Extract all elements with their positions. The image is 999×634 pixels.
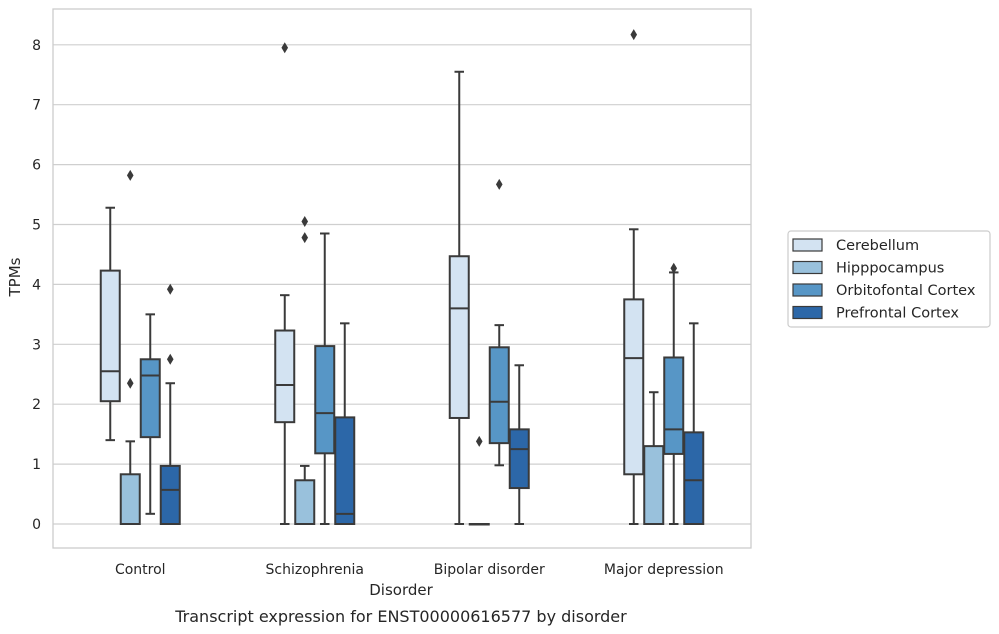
- box-2-2: [488, 178, 510, 467]
- legend-swatch: [792, 260, 823, 275]
- box-body: [683, 431, 705, 525]
- box-0-2: [448, 70, 470, 525]
- x-axis-label: Disorder: [369, 581, 433, 599]
- outlier-point: [670, 262, 678, 274]
- box-body: [488, 346, 510, 445]
- y-tick-label: 7: [32, 98, 41, 114]
- y-axis-label: TPMs: [6, 257, 24, 297]
- box-2-3: [663, 262, 685, 525]
- x-tick-label: Bipolar disorder: [434, 562, 545, 578]
- figure-caption: Transcript expression for ENST0000061657…: [174, 607, 627, 626]
- box-body: [274, 329, 296, 424]
- box-1-2: [468, 435, 490, 526]
- plot-frame: [52, 8, 752, 549]
- box-body: [314, 345, 336, 455]
- y-tick-labels: 0 1 2 3 4 5 6 7 8: [32, 38, 41, 533]
- box-3-2: [508, 364, 530, 525]
- x-tick-label: Major depression: [604, 562, 724, 578]
- box-body: [334, 416, 356, 525]
- outlier-point: [301, 216, 309, 228]
- outlier-point: [495, 178, 503, 190]
- box-body: [139, 358, 161, 439]
- box-3-3: [683, 322, 705, 525]
- outlier-point: [126, 169, 134, 181]
- legend-swatch: [792, 305, 823, 320]
- box-body: [119, 473, 141, 525]
- box-layer: [99, 29, 705, 526]
- y-tick-label: 6: [32, 158, 41, 174]
- outlier-point: [126, 377, 134, 389]
- legend-frame: [787, 230, 991, 328]
- legend-swatch: [792, 238, 823, 252]
- box-body: [643, 445, 665, 526]
- outlier-point: [166, 283, 174, 295]
- box-body: [623, 298, 645, 476]
- box-1-3: [643, 391, 665, 526]
- box-2-1: [314, 232, 336, 525]
- x-tick-labels: Control Schizophrenia Bipolar disorder Majo…: [115, 562, 724, 578]
- box-body: [159, 464, 181, 526]
- box-0-1: [274, 42, 296, 525]
- outlier-point: [166, 353, 174, 365]
- box-0-3: [623, 29, 645, 525]
- legend-swatch: [792, 283, 823, 297]
- y-tick-label: 0: [32, 517, 41, 533]
- box-1-0: [119, 169, 141, 525]
- legend-entry: Prefrontal Cortex: [836, 306, 959, 322]
- y-tick-label: 5: [32, 218, 41, 234]
- x-tick-label: Schizophrenia: [266, 562, 364, 578]
- outlier-point: [630, 29, 638, 41]
- outlier-point: [475, 435, 483, 447]
- box-3-1: [334, 322, 356, 525]
- box-body: [99, 269, 121, 403]
- legend-entry: Orbitofontal Cortex: [836, 283, 976, 299]
- box-3-0: [159, 283, 181, 526]
- box-2-0: [139, 313, 161, 515]
- box-1-1: [294, 216, 316, 526]
- y-tick-label: 1: [32, 457, 41, 473]
- box-body: [294, 479, 316, 526]
- legend: Cerebellum Hipppocampus Orbitofontal Corte…: [787, 230, 991, 328]
- y-tick-label: 4: [32, 277, 41, 293]
- box-0-0: [99, 206, 121, 442]
- outlier-point: [301, 232, 309, 244]
- box-body: [448, 255, 470, 419]
- outlier-point: [281, 42, 289, 54]
- box-body: [663, 356, 685, 455]
- legend-entry: Cerebellum: [836, 238, 919, 254]
- box-body: [508, 428, 530, 490]
- y-tick-label: 8: [32, 38, 41, 54]
- legend-entry: Hipppocampus: [836, 261, 944, 277]
- y-tick-label: 3: [32, 337, 41, 353]
- x-tick-label: Control: [115, 562, 166, 578]
- y-tick-label: 2: [32, 397, 41, 413]
